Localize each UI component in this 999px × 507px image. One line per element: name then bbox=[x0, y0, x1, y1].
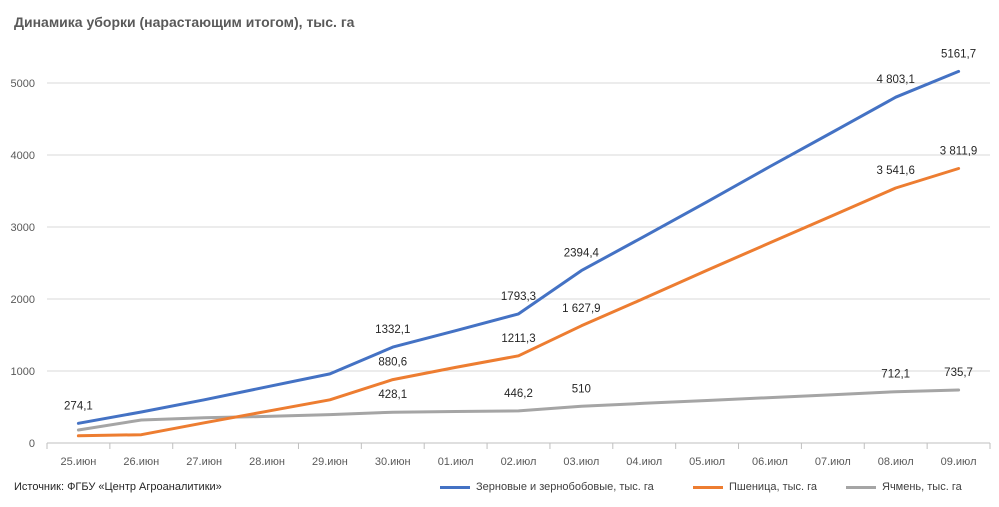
data-label-s2-14: 735,7 bbox=[944, 367, 973, 379]
legend-swatch-1 bbox=[693, 485, 723, 489]
data-label-s0-13: 4 803,1 bbox=[877, 74, 915, 86]
x-tick-label-10: 05.июл bbox=[689, 456, 725, 468]
data-label-s1-14: 3 811,9 bbox=[940, 146, 978, 158]
x-tick-label-7: 02.июл bbox=[501, 456, 537, 468]
x-tick-label-0: 25.июн bbox=[61, 456, 97, 468]
x-tick-label-13: 08.июл bbox=[878, 456, 914, 468]
data-label-s1-7: 1211,3 bbox=[501, 333, 535, 345]
data-label-s0-7: 1793,3 bbox=[501, 291, 536, 303]
y-tick-label-5: 5000 bbox=[11, 78, 35, 90]
x-tick-label-11: 06.июл bbox=[752, 456, 788, 468]
y-tick-label-1: 1000 bbox=[11, 366, 35, 378]
data-label-s1-13: 3 541,6 bbox=[877, 165, 915, 177]
data-label-s1-5: 880,6 bbox=[378, 357, 407, 369]
legend-item-0: Зерновые и зернобобовые, тыс. га bbox=[440, 481, 654, 493]
x-tick-label-12: 07.июл bbox=[815, 456, 851, 468]
x-tick-label-2: 27.июн bbox=[186, 456, 222, 468]
legend-label-0: Зерновые и зернобобовые, тыс. га bbox=[476, 481, 654, 493]
data-label-s2-13: 712,1 bbox=[881, 369, 910, 381]
legend-label-2: Ячмень, тыс. га bbox=[882, 481, 962, 493]
legend-swatch-2 bbox=[846, 485, 876, 489]
legend-item-1: Пшеница, тыс. га bbox=[693, 481, 817, 493]
data-label-s0-0: 274,1 bbox=[64, 400, 93, 412]
legend-label-1: Пшеница, тыс. га bbox=[729, 481, 818, 493]
x-tick-label-3: 28.июн bbox=[249, 456, 285, 468]
x-tick-label-1: 26.июн bbox=[123, 456, 159, 468]
data-label-s2-8: 510 bbox=[572, 383, 591, 395]
series-line-1 bbox=[76, 167, 961, 438]
data-label-s0-5: 1332,1 bbox=[375, 324, 410, 336]
x-tick-label-9: 04.июл bbox=[626, 456, 662, 468]
data-label-s0-14: 5161,7 bbox=[941, 48, 976, 60]
y-tick-label-3: 3000 bbox=[11, 222, 35, 234]
x-tick-label-5: 30.июн bbox=[375, 456, 411, 468]
chart-title: Динамика уборки (нарастающим итогом), ты… bbox=[14, 14, 355, 30]
data-label-s2-7: 446,2 bbox=[504, 388, 533, 400]
x-tick-label-4: 29.июн bbox=[312, 456, 348, 468]
data-label-s2-5: 428,1 bbox=[378, 389, 407, 401]
source-note: Источник: ФГБУ «Центр Агроаналитики» bbox=[14, 481, 222, 493]
legend-item-2: Ячмень, тыс. га bbox=[846, 481, 962, 493]
series-line-2 bbox=[76, 388, 961, 432]
legend-swatch-0 bbox=[440, 485, 470, 489]
x-tick-label-8: 03.июл bbox=[563, 456, 599, 468]
x-tick-label-6: 01.июл bbox=[438, 456, 474, 468]
y-tick-label-4: 4000 bbox=[11, 150, 35, 162]
y-tick-label-2: 2000 bbox=[11, 294, 35, 306]
series-line-0 bbox=[76, 69, 961, 425]
data-label-s1-8: 1 627,9 bbox=[562, 303, 600, 315]
data-label-s0-8: 2394,4 bbox=[564, 248, 600, 260]
x-tick-label-14: 09.июл bbox=[941, 456, 977, 468]
y-tick-label-0: 0 bbox=[29, 438, 35, 450]
